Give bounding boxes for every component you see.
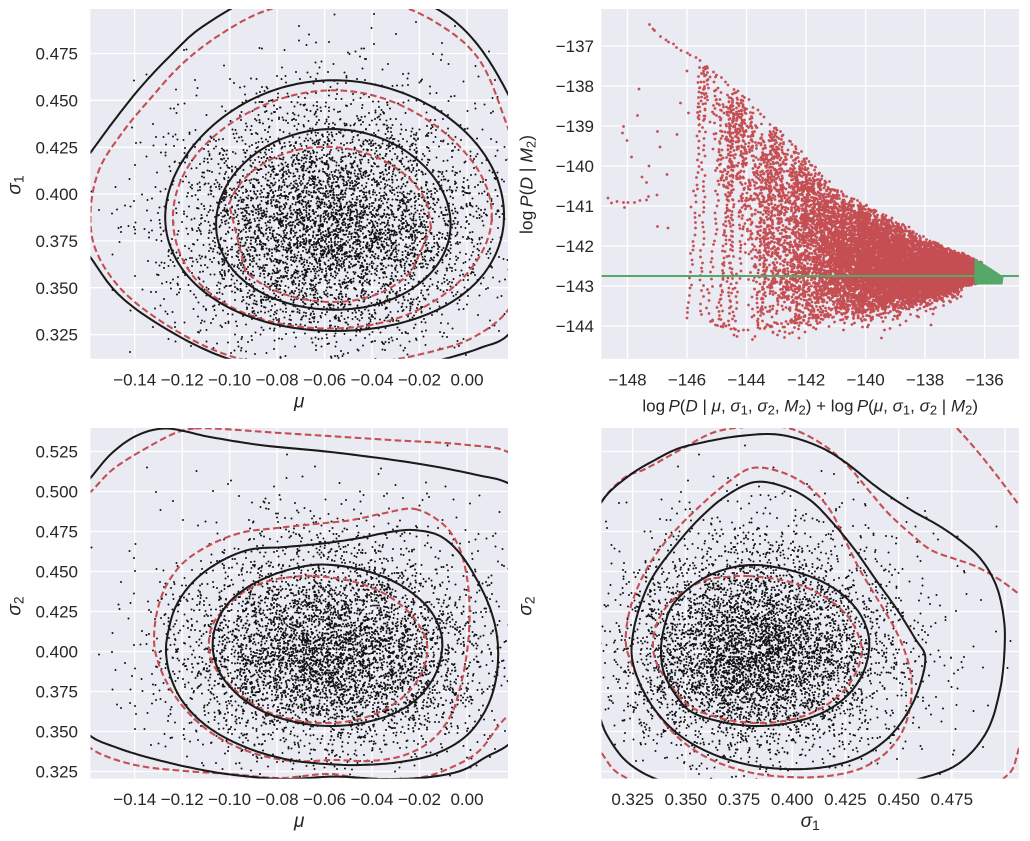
svg-text:log P(D | μ, σ1, σ2, M2) + log: log P(D | μ, σ1, σ2, M2) + log P(μ, σ1, … [642, 397, 978, 418]
svg-text:0.400: 0.400 [35, 643, 78, 662]
svg-text:0.400: 0.400 [771, 790, 814, 809]
svg-text:0.325: 0.325 [35, 763, 78, 782]
svg-text:0.475: 0.475 [35, 45, 78, 64]
svg-text:−0.12: −0.12 [161, 370, 204, 389]
svg-text:−0.08: −0.08 [256, 370, 299, 389]
svg-text:σ1: σ1 [5, 175, 27, 194]
svg-text:0.375: 0.375 [718, 790, 761, 809]
svg-text:0.425: 0.425 [824, 790, 867, 809]
svg-text:−138: −138 [906, 370, 944, 389]
svg-text:−0.02: −0.02 [398, 790, 441, 809]
svg-text:0.475: 0.475 [931, 790, 974, 809]
svg-text:−0.06: −0.06 [303, 370, 346, 389]
svg-text:0.350: 0.350 [35, 723, 78, 742]
svg-text:−142: −142 [787, 370, 825, 389]
svg-text:−0.14: −0.14 [113, 790, 156, 809]
svg-text:−139: −139 [556, 117, 594, 136]
svg-text:σ1: σ1 [801, 811, 820, 833]
svg-text:0.450: 0.450 [877, 790, 920, 809]
svg-text:0.525: 0.525 [35, 443, 78, 462]
svg-text:0.425: 0.425 [35, 138, 78, 157]
svg-text:−0.12: −0.12 [161, 790, 204, 809]
svg-text:−138: −138 [556, 77, 594, 96]
svg-text:0.350: 0.350 [665, 790, 708, 809]
svg-text:−146: −146 [668, 370, 706, 389]
svg-text:−137: −137 [556, 37, 594, 56]
svg-text:−140: −140 [846, 370, 884, 389]
svg-text:−136: −136 [965, 370, 1003, 389]
svg-text:0.500: 0.500 [35, 483, 78, 502]
svg-text:−0.04: −0.04 [351, 370, 394, 389]
svg-text:−141: −141 [556, 197, 594, 216]
svg-text:0.350: 0.350 [35, 279, 78, 298]
svg-text:−148: −148 [608, 370, 646, 389]
svg-text:−0.10: −0.10 [208, 370, 251, 389]
svg-text:−144: −144 [727, 370, 765, 389]
svg-text:0.450: 0.450 [35, 91, 78, 110]
svg-text:σ2: σ2 [5, 596, 27, 615]
svg-text:μ: μ [293, 811, 305, 832]
svg-text:σ2: σ2 [516, 596, 538, 615]
svg-text:0.450: 0.450 [35, 563, 78, 582]
svg-text:−142: −142 [556, 237, 594, 256]
svg-text:−140: −140 [556, 157, 594, 176]
svg-text:0.325: 0.325 [611, 790, 654, 809]
svg-text:μ: μ [293, 392, 305, 413]
svg-text:−143: −143 [556, 277, 594, 296]
svg-text:−0.04: −0.04 [351, 790, 394, 809]
svg-text:0.375: 0.375 [35, 232, 78, 251]
svg-text:0.475: 0.475 [35, 523, 78, 542]
svg-text:−0.14: −0.14 [113, 370, 156, 389]
svg-text:−0.10: −0.10 [208, 790, 251, 809]
svg-text:−0.06: −0.06 [303, 790, 346, 809]
svg-text:−144: −144 [556, 317, 594, 336]
svg-text:0.00: 0.00 [450, 790, 483, 809]
svg-text:−0.02: −0.02 [398, 370, 441, 389]
svg-text:log P(D | M2): log P(D | M2) [517, 135, 539, 234]
svg-text:0.400: 0.400 [35, 185, 78, 204]
svg-text:0.00: 0.00 [450, 370, 483, 389]
svg-text:−0.08: −0.08 [256, 790, 299, 809]
svg-text:0.425: 0.425 [35, 603, 78, 622]
svg-text:0.325: 0.325 [35, 326, 78, 345]
svg-text:0.375: 0.375 [35, 683, 78, 702]
